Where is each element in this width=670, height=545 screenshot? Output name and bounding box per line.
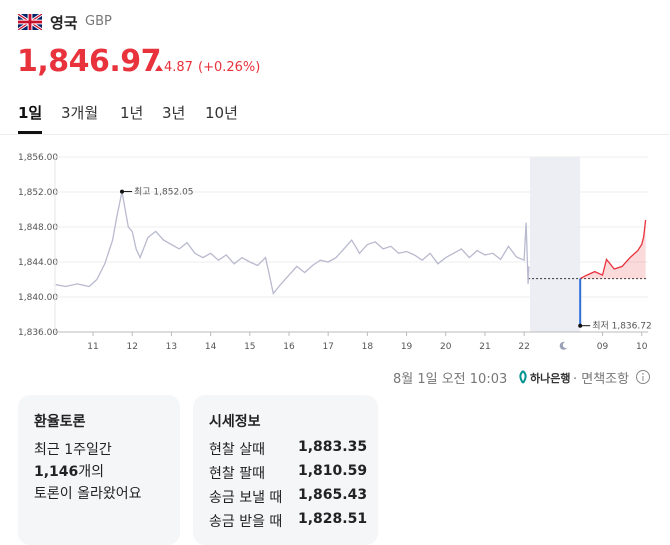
uk-flag	[18, 14, 42, 30]
x-tick-label: 14	[205, 342, 217, 352]
quote-label: 현찰 팔때	[209, 466, 265, 482]
quote-label: 송금 받을 때	[209, 514, 283, 530]
x-tick-label: 22	[518, 342, 529, 352]
page: {"header": {"title": "영국", "currency": "…	[0, 14, 670, 530]
bank-logo	[519, 370, 527, 384]
quotes-card: 시세정보 현찰 살때 1,883.35 현찰 팔때 1,810.59 송금 보낼 때 1,…	[193, 395, 378, 545]
y-tick-label: 1,856.00	[18, 153, 58, 163]
tab[interactable]: 1일	[18, 104, 43, 122]
change: 4.87	[164, 60, 193, 75]
card-text: 토론이 올라왔어요	[34, 486, 142, 502]
y-tick-label: 1,844.00	[18, 258, 58, 268]
line	[579, 219, 647, 280]
x-tick-label: 20	[440, 342, 452, 352]
count-suffix: 개의	[78, 464, 105, 480]
x-tick-label: 17	[322, 342, 333, 352]
x-tick-label: 16	[283, 342, 295, 352]
x-tick-label: 15	[244, 342, 255, 352]
discussion-card[interactable]: 환율토론 최근 1주일간 1,146개의 토론이 올라왔어요	[18, 395, 180, 545]
shaded-range	[530, 157, 581, 332]
card-title: 환율토론	[34, 414, 86, 430]
x-tick-label: 12	[126, 342, 137, 352]
line	[55, 191, 530, 295]
card-title: 시세정보	[209, 414, 261, 430]
tab[interactable]: 10년	[205, 104, 238, 122]
tab[interactable]: 3년	[162, 104, 186, 122]
y-tick-label: 1,852.00	[18, 188, 58, 198]
x-tick-label: 18	[362, 342, 374, 352]
tab[interactable]: 3개월	[61, 104, 99, 122]
timestamp: 8월 1일 오전 10:03	[393, 372, 508, 387]
price: 1,846.97	[17, 44, 162, 79]
x-tick-label: 21	[479, 342, 490, 352]
moon-icon	[559, 341, 567, 350]
disclaimer[interactable]: · 면책조항	[573, 372, 630, 387]
quote-value: 1,810.59	[298, 463, 368, 479]
chart: 1,836.00 1,840.00 1,844.00 1,848.00 1,852.00…	[18, 153, 652, 352]
tab-indicator	[18, 131, 42, 134]
x-tick-label: 13	[166, 342, 177, 352]
y-tick-label: 1,848.00	[18, 223, 58, 233]
annotation: 최저 1,836.72	[592, 321, 652, 332]
x-tick-label: 10	[636, 342, 648, 352]
up-arrow	[155, 65, 163, 71]
quote-label: 현찰 살때	[209, 442, 265, 458]
title: 영국	[50, 14, 78, 32]
y-tick-label: 1,840.00	[18, 293, 58, 303]
tabs: 1일 3개월 1년 3년 10년	[0, 100, 670, 135]
currency: GBP	[85, 14, 112, 29]
annotation: 최고 1,852.05	[134, 187, 194, 198]
card-text: 1,146개의	[34, 461, 104, 481]
card-text: 최근 1주일간	[34, 442, 112, 458]
y-tick-label: 1,836.00	[18, 328, 58, 338]
x-tick-label: 19	[401, 342, 413, 352]
area	[580, 220, 646, 279]
quote-label: 송금 보낼 때	[209, 490, 283, 506]
tab[interactable]: 1년	[120, 104, 144, 122]
change-pct: (+0.26%)	[198, 60, 261, 75]
x-tick-label: 09	[597, 342, 609, 352]
quote-value: 1,883.35	[298, 439, 368, 455]
quote-value: 1,865.43	[298, 487, 368, 503]
x-tick-label: 11	[87, 342, 98, 352]
info-icon[interactable]	[635, 369, 651, 385]
bank: 하나은행	[530, 372, 571, 385]
quote-value: 1,828.51	[298, 511, 368, 527]
count: 1,146	[34, 464, 79, 480]
